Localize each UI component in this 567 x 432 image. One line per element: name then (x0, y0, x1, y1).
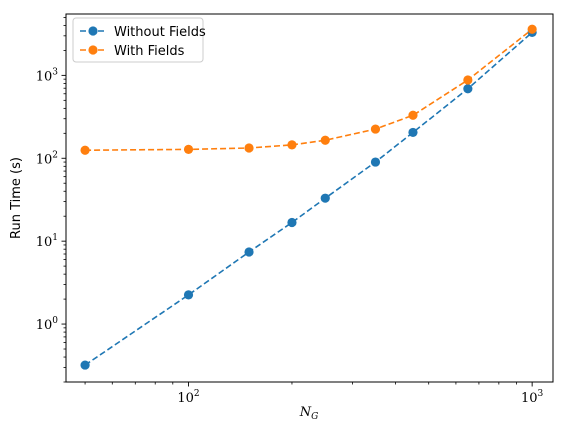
data-point-with-fields (463, 75, 473, 85)
data-point-without-fields (370, 157, 381, 167)
x-axis-label: NG (299, 405, 319, 422)
data-point-without-fields (287, 217, 297, 228)
data-point-with-fields (370, 124, 381, 134)
legend-box (72, 17, 204, 63)
y-tick-label: 103 (36, 67, 59, 84)
legend-marker-without-fields (88, 26, 98, 36)
legend: Without Fields With Fields (72, 17, 206, 63)
data-point-without-fields (183, 290, 194, 300)
x-tick-label: 102 (177, 389, 199, 406)
x-tick-label: 103 (521, 389, 544, 406)
legend-label-without-fields: Without Fields (114, 25, 206, 40)
y-tick-label: 100 (36, 316, 59, 333)
y-axis-label: Run Time (s) (9, 157, 24, 239)
ticks-layer: 102 103 100 101 102 103 (36, 17, 544, 406)
y-tick-label: 102 (36, 150, 58, 167)
data-point-without-fields (463, 84, 473, 94)
data-point-without-fields (320, 193, 330, 203)
y-tick-label: 101 (36, 233, 58, 250)
data-point-with-fields (320, 135, 330, 145)
legend-marker-with-fields (88, 45, 98, 55)
data-point-with-fields (244, 143, 254, 153)
data-point-with-fields (527, 24, 537, 34)
data-point-without-fields (408, 127, 418, 138)
data-point-without-fields (244, 247, 254, 257)
data-point-with-fields (287, 140, 297, 150)
legend-label-with-fields: With Fields (114, 44, 185, 59)
plot-frame (65, 13, 554, 383)
data-point-with-fields (183, 144, 194, 154)
data-point-with-fields (80, 145, 90, 155)
data-point-without-fields (80, 360, 90, 370)
data-point-with-fields (408, 110, 418, 120)
series-layer (80, 24, 537, 370)
